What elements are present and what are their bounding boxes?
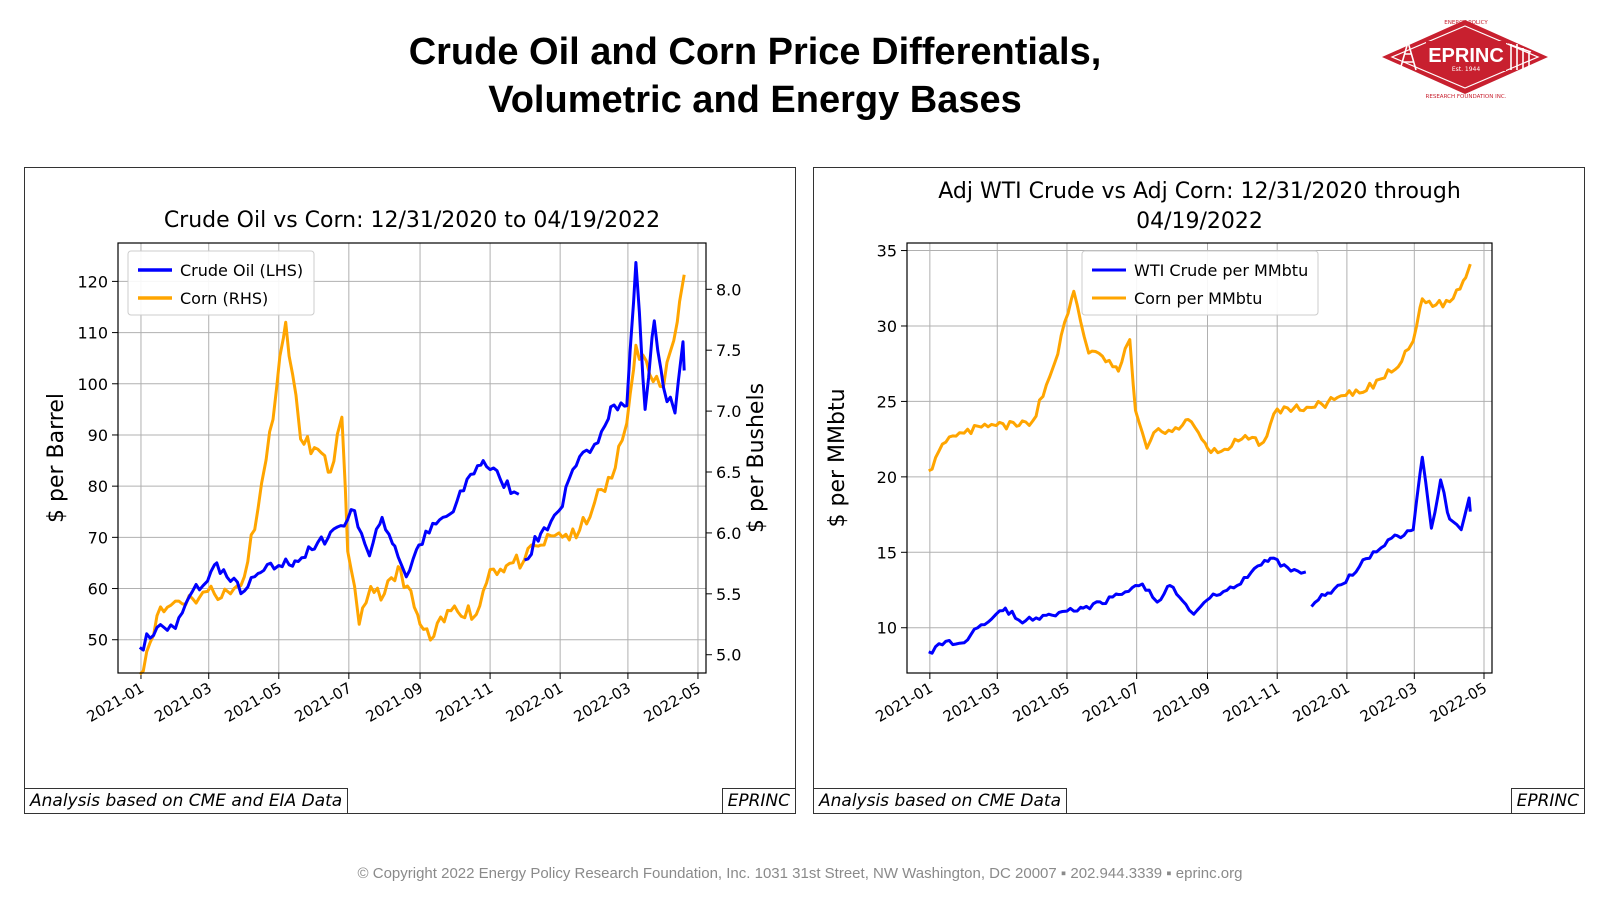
x-tick-label: 2021-03 bbox=[151, 679, 214, 726]
brand-tag: EPRINC bbox=[721, 788, 796, 814]
x-tick-label: 2021-09 bbox=[1150, 679, 1213, 726]
logo-name: EPRINC bbox=[1428, 45, 1504, 67]
brand-tag: EPRINC bbox=[1510, 788, 1585, 814]
y-right-tick-label: 8.0 bbox=[716, 280, 741, 299]
crude-oil-lhs-line-segment-2 bbox=[524, 261, 686, 562]
chart-title-line-2: 04/19/2022 bbox=[1136, 209, 1263, 234]
adj-wti-vs-corn-chart: Adj WTI Crude vs Adj Corn: 12/31/2020 th… bbox=[825, 179, 1493, 726]
chart-panel-crude-vs-corn: Crude Oil vs Corn: 12/31/2020 to 04/19/2… bbox=[24, 167, 796, 814]
x-tick-label: 2021-07 bbox=[292, 679, 355, 726]
y-tick-label: 30 bbox=[877, 317, 897, 336]
data-credit: Analysis based on CME and EIA Data bbox=[24, 788, 349, 814]
chart-title: Adj WTI Crude vs Adj Corn: 12/31/2020 th… bbox=[938, 179, 1461, 234]
x-tick-label: 2022-03 bbox=[1357, 679, 1420, 726]
legend-label-crude: Crude Oil (LHS) bbox=[180, 261, 303, 280]
y-tick-label: 90 bbox=[88, 426, 108, 445]
x-tick-label: 2021-05 bbox=[1010, 679, 1073, 726]
y-right-tick-label: 7.0 bbox=[716, 402, 741, 421]
page-title: Crude Oil and Corn Price Differentials, … bbox=[290, 28, 1220, 124]
chart-legend: Crude Oil (LHS) Corn (RHS) bbox=[127, 250, 315, 316]
y-tick-label: 10 bbox=[877, 619, 897, 638]
chart-title-line-1: Adj WTI Crude vs Adj Corn: 12/31/2020 th… bbox=[938, 179, 1461, 204]
logo-ring-bottom: RESEARCH FOUNDATION INC. bbox=[1426, 94, 1507, 100]
eprinc-logo-icon: EPRINC Est. 1944 ENERGY POLICY RESEARCH … bbox=[1382, 20, 1548, 100]
x-tick-label: 2021-07 bbox=[1079, 679, 1142, 726]
x-tick-label: 2021-05 bbox=[221, 679, 284, 726]
y-tick-label: 15 bbox=[877, 543, 897, 562]
y-tick-label: 60 bbox=[88, 580, 108, 599]
y-tick-label: 70 bbox=[88, 528, 108, 547]
chart-title: Crude Oil vs Corn: 12/31/2020 to 04/19/2… bbox=[164, 208, 660, 233]
page-title-line-1: Crude Oil and Corn Price Differentials, bbox=[408, 31, 1102, 73]
y-right-tick-label: 5.5 bbox=[716, 585, 741, 604]
x-tick-label: 2022-03 bbox=[571, 679, 634, 726]
y-right-tick-label: 6.5 bbox=[716, 463, 741, 482]
crude-oil-lhs-line bbox=[138, 459, 520, 652]
y-right-tick-label: 7.5 bbox=[716, 341, 741, 360]
x-tick-label: 2021-01 bbox=[873, 679, 936, 726]
page-title-line-2: Volumetric and Energy Bases bbox=[488, 79, 1022, 121]
logo-est: Est. 1944 bbox=[1452, 66, 1481, 73]
y-tick-label: 50 bbox=[88, 631, 108, 650]
legend-label-corn: Corn (RHS) bbox=[180, 289, 268, 308]
y-right-axis-label: $ per Bushels bbox=[744, 383, 769, 533]
wti-crude-per-mmbtu-line bbox=[928, 556, 1307, 655]
x-tick-label: 2022-05 bbox=[1427, 679, 1490, 726]
legend-label-corn: Corn per MMbtu bbox=[1134, 289, 1262, 308]
x-tick-label: 2022-01 bbox=[503, 679, 566, 726]
corn-per-mmbtu-line bbox=[928, 263, 1472, 473]
y-tick-label: 120 bbox=[77, 272, 108, 291]
legend-box bbox=[1081, 250, 1319, 316]
y-axis-label: $ per MMbtu bbox=[825, 388, 850, 527]
y-tick-label: 110 bbox=[77, 324, 108, 343]
legend-label-wti: WTI Crude per MMbtu bbox=[1134, 261, 1308, 280]
x-tick-label: 2021-01 bbox=[84, 679, 147, 726]
y-tick-label: 25 bbox=[877, 392, 897, 411]
y-tick-label: 80 bbox=[88, 477, 108, 496]
y-tick-label: 20 bbox=[877, 468, 897, 487]
y-right-tick-label: 5.0 bbox=[716, 646, 741, 665]
corn-rhs-line bbox=[138, 274, 686, 676]
legend-box bbox=[127, 250, 315, 316]
x-tick-label: 2021-03 bbox=[940, 679, 1003, 726]
wti-crude-per-mmbtu-line-segment-2 bbox=[1310, 455, 1472, 608]
x-tick-label: 2021-11 bbox=[1220, 679, 1283, 726]
x-tick-label: 2022-01 bbox=[1290, 679, 1353, 726]
plot-area-frame bbox=[117, 242, 707, 674]
data-credit: Analysis based on CME Data bbox=[813, 788, 1068, 814]
y-tick-label: 100 bbox=[77, 375, 108, 394]
y-right-tick-label: 6.0 bbox=[716, 524, 741, 543]
chart-legend: WTI Crude per MMbtu Corn per MMbtu bbox=[1081, 250, 1319, 316]
x-tick-label: 2021-09 bbox=[363, 679, 426, 726]
chart-panel-adj-wti-vs-corn: Adj WTI Crude vs Adj Corn: 12/31/2020 th… bbox=[813, 167, 1585, 814]
copyright-footer: © Copyright 2022 Energy Policy Research … bbox=[357, 865, 1243, 882]
crude-vs-corn-chart: Crude Oil vs Corn: 12/31/2020 to 04/19/2… bbox=[44, 208, 769, 726]
y-axis-label: $ per Barrel bbox=[44, 393, 69, 523]
y-tick-label: 35 bbox=[877, 242, 897, 261]
plot-area-frame bbox=[906, 242, 1493, 674]
x-tick-label: 2022-05 bbox=[641, 679, 704, 726]
x-tick-label: 2021-11 bbox=[433, 679, 496, 726]
logo-ring-top: ENERGY POLICY bbox=[1444, 20, 1488, 26]
